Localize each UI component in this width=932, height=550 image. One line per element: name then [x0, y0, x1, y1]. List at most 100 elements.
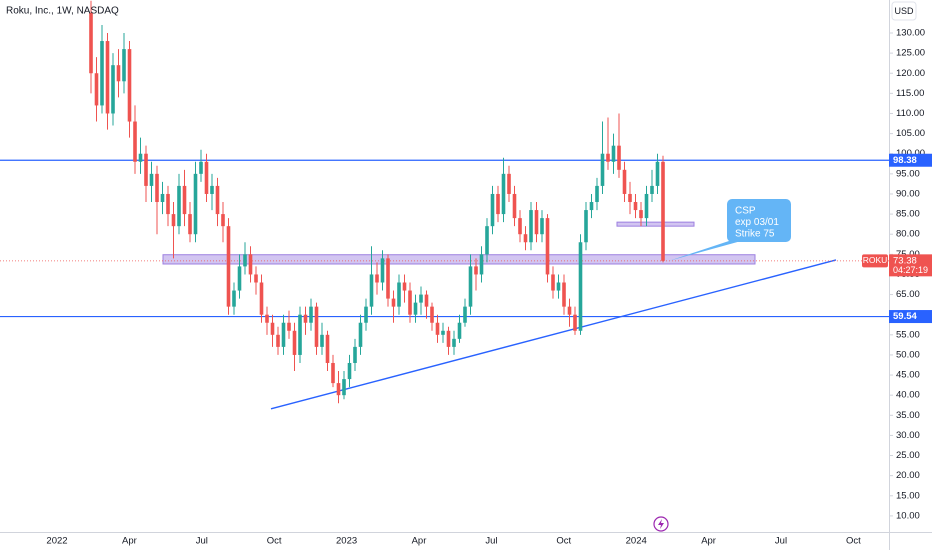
candle-body	[232, 290, 236, 307]
candle-body	[160, 193, 165, 203]
candle-body	[600, 153, 605, 186]
price-label: 73.38	[893, 255, 917, 266]
candle-body	[446, 330, 451, 347]
y-tick-label: 50.00	[896, 349, 920, 360]
y-tick-label: 20.00	[896, 470, 920, 481]
candle-body	[408, 290, 412, 315]
level-label-box	[889, 153, 932, 167]
y-tick-label: 90.00	[896, 188, 920, 199]
candle-body	[133, 121, 137, 162]
y-tick-label: 30.00	[896, 430, 920, 441]
y-tick-label: 130.00	[896, 28, 925, 39]
candle-body	[507, 173, 511, 194]
y-tick-label: 45.00	[896, 370, 920, 381]
candle-body	[468, 266, 473, 307]
y-tick-label: 55.00	[896, 329, 920, 340]
candle-body	[402, 282, 407, 291]
y-tick-label: 110.00	[896, 108, 924, 119]
x-tick-label: 2022	[46, 536, 67, 547]
candle-body	[369, 274, 374, 307]
currency-box[interactable]	[891, 1, 917, 21]
candle-body	[661, 161, 665, 261]
candle-body	[342, 379, 346, 396]
y-tick-label: 10.00	[896, 510, 920, 521]
candle-body	[595, 185, 599, 203]
candle-body	[193, 173, 198, 235]
candle-body	[105, 41, 110, 114]
candle-body	[358, 322, 363, 347]
currency-label[interactable]: USD	[894, 6, 914, 16]
callout-text: Strike 75	[735, 229, 775, 240]
candle-body	[540, 218, 544, 235]
x-tick-label: Jul	[485, 536, 497, 547]
candle-body	[155, 173, 159, 203]
x-tick-label: Jul	[775, 536, 787, 547]
candle-body	[215, 185, 220, 215]
candle-body	[567, 306, 572, 315]
candle-body	[336, 383, 341, 396]
candle-body	[556, 282, 561, 291]
candle-body	[562, 282, 566, 307]
candle-body	[424, 294, 429, 307]
level-label: 98.38	[893, 155, 917, 166]
candle-body	[386, 258, 390, 299]
candle-body	[144, 153, 148, 186]
candle-body	[375, 274, 379, 283]
callout-box	[727, 199, 791, 242]
candle-body	[303, 314, 308, 323]
price-label-box	[889, 254, 932, 277]
candle-body	[512, 193, 517, 219]
y-tick-label: 35.00	[896, 410, 920, 421]
x-tick-label: Oct	[556, 536, 571, 547]
candle-body	[226, 226, 231, 307]
candle-body	[545, 218, 550, 275]
y-tick-label: 40.00	[896, 390, 920, 401]
candle-body	[606, 153, 610, 162]
candle-body	[171, 214, 176, 227]
candle-body	[122, 49, 126, 82]
candle-body	[281, 322, 286, 347]
candle-body	[617, 145, 621, 170]
candle-body	[639, 210, 643, 219]
callout-text: CSP	[735, 206, 756, 217]
candle-body	[166, 193, 170, 215]
candle-body	[265, 314, 269, 323]
candle-body	[243, 254, 247, 267]
candle-body	[501, 173, 506, 215]
candle-body	[248, 254, 253, 275]
x-tick-label: Apr	[412, 536, 427, 547]
callout-pointer	[669, 238, 752, 261]
candle-body	[188, 214, 192, 235]
events-icon[interactable]	[653, 516, 669, 532]
zone	[162, 254, 756, 265]
candle-body	[457, 322, 462, 339]
zone	[616, 221, 695, 227]
candle-body	[655, 161, 660, 186]
candle-body	[529, 210, 533, 243]
candle-body	[518, 218, 522, 235]
symbol-label: ROKU	[863, 255, 888, 265]
candle-body	[622, 169, 627, 194]
candle-body	[435, 322, 440, 335]
symbol-label-box	[862, 254, 888, 268]
candle-body	[353, 346, 357, 363]
candle-body	[479, 254, 484, 275]
candle-body	[628, 193, 632, 203]
candle-body	[413, 302, 418, 315]
candle-body	[259, 282, 264, 315]
callout-text: exp 03/01	[735, 217, 779, 228]
candle-body	[397, 282, 401, 307]
candle-body	[364, 306, 368, 323]
candle-body	[551, 274, 555, 291]
candle-body	[100, 41, 104, 106]
candle-body	[573, 314, 577, 331]
candle-body	[490, 193, 495, 227]
candle-body	[116, 65, 121, 82]
candle-body	[578, 242, 583, 331]
y-tick-label: 125.00	[896, 48, 925, 59]
candle-body	[463, 306, 467, 323]
candle-body	[325, 334, 330, 363]
x-tick-label: Oct	[267, 536, 282, 547]
y-tick-label: 75.00	[896, 249, 920, 260]
axis-layer: 10.00 15.00 20.00 25.00 30.00 35.00 40.00 45.00…	[46, 28, 932, 547]
